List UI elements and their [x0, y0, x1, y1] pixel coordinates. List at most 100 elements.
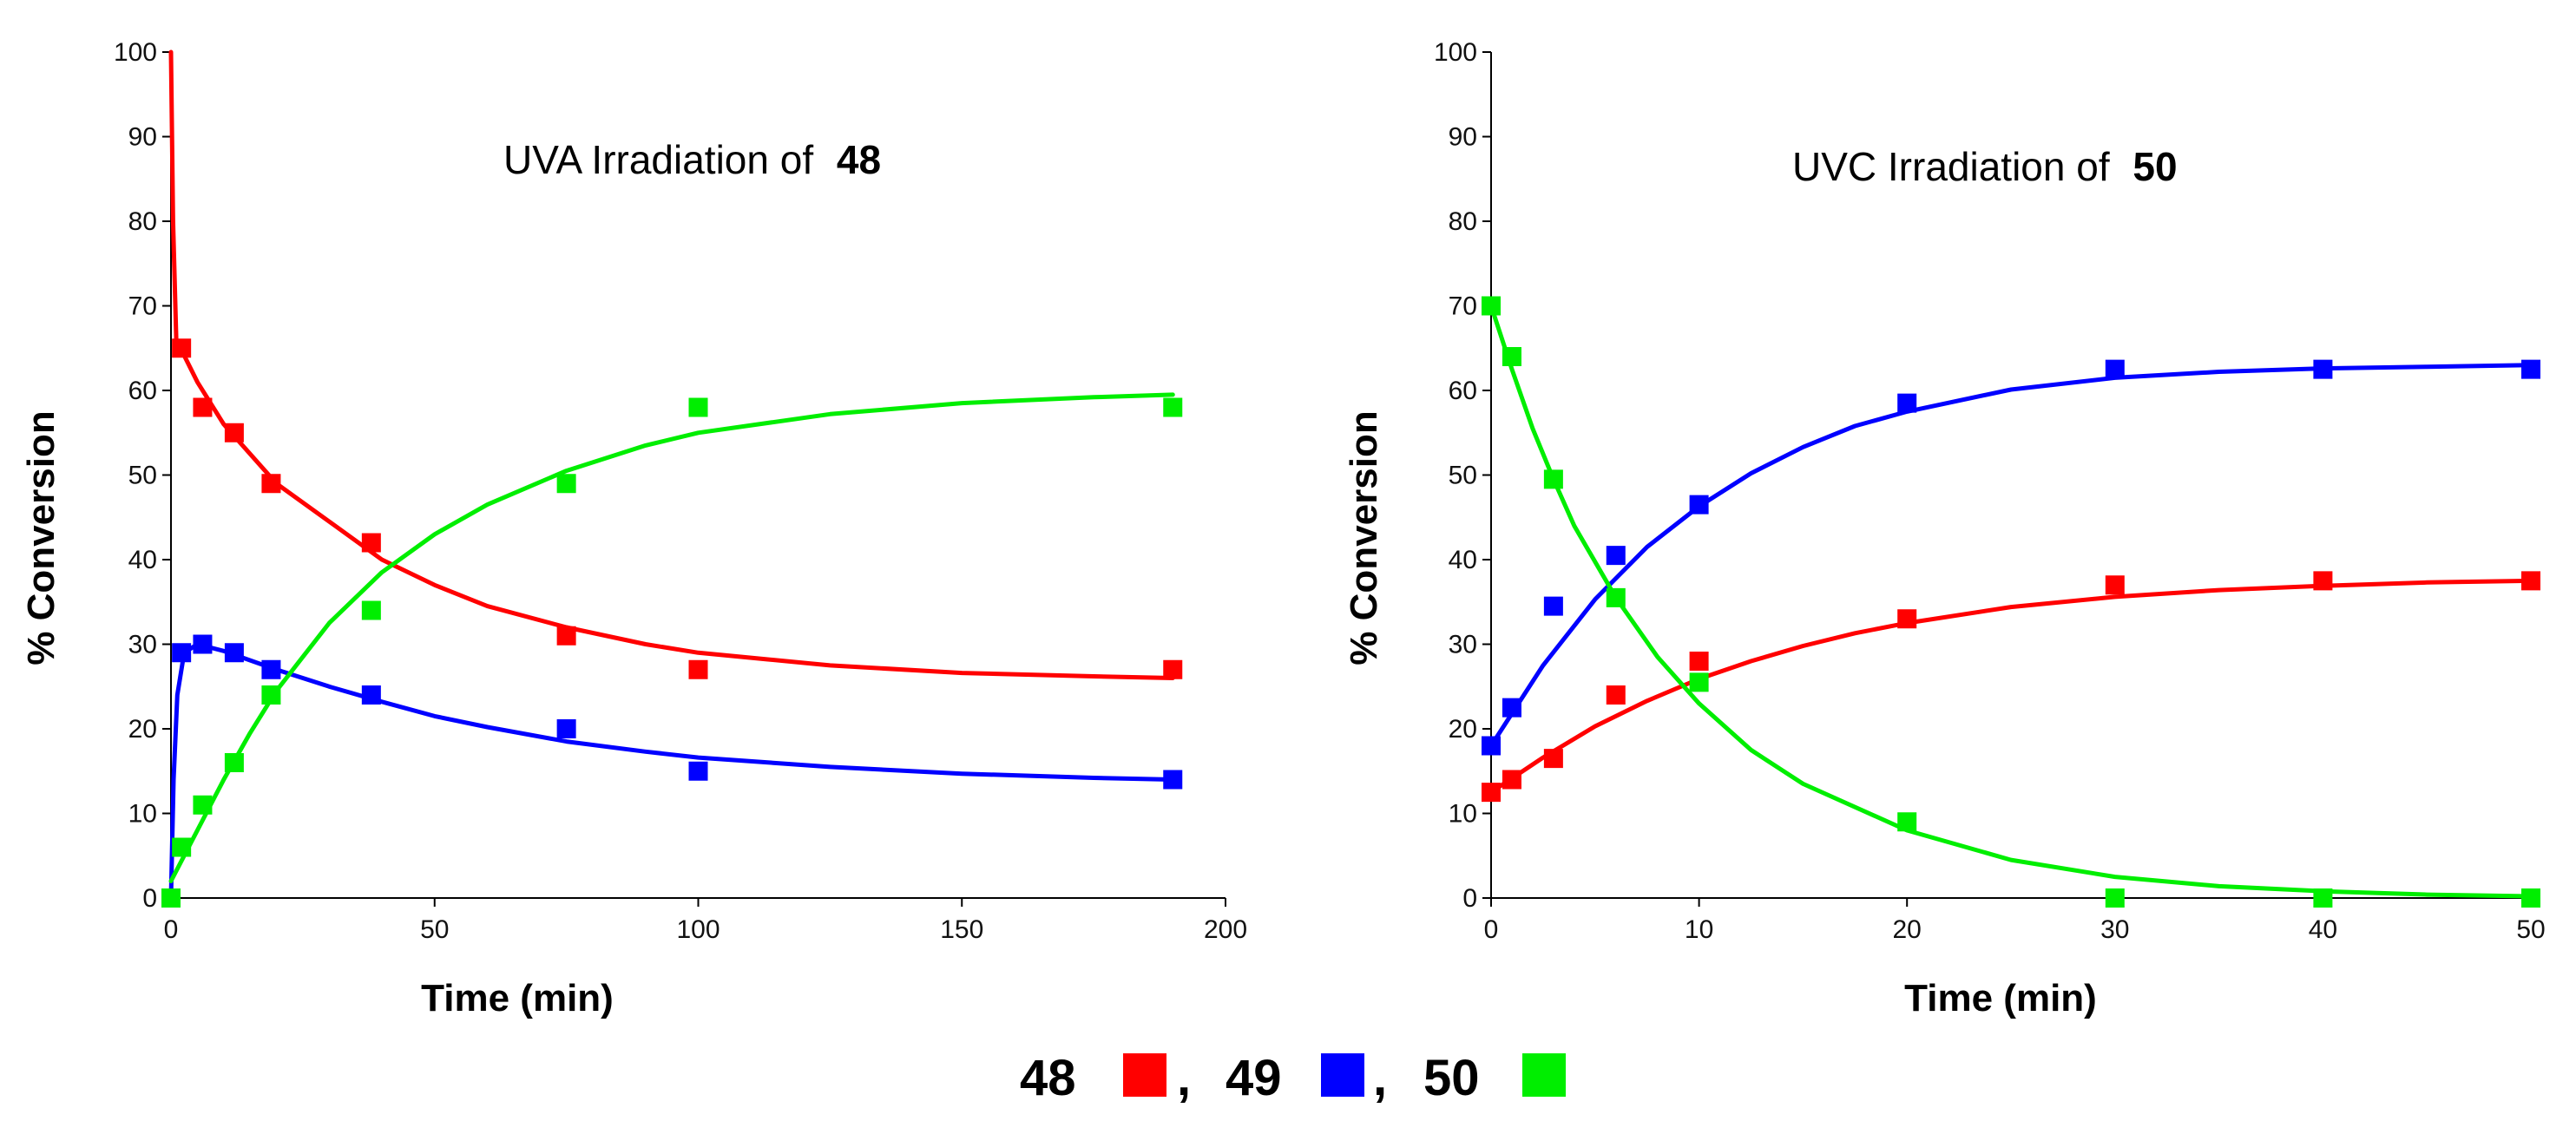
- y-tick-label: 100: [1434, 38, 1477, 67]
- legend-separator: ,: [1373, 1050, 1387, 1106]
- y-tick-label: 20: [128, 715, 157, 744]
- y-tick-label: 20: [1449, 715, 1477, 744]
- x-tick-label: 100: [676, 915, 720, 944]
- y-tick-label: 100: [114, 38, 157, 67]
- data-point-50: [1163, 397, 1183, 417]
- data-point-50: [1606, 587, 1626, 607]
- y-tick-label: 30: [128, 631, 157, 659]
- data-point-48: [1543, 749, 1563, 769]
- x-tick-label: 20: [1893, 915, 1922, 944]
- y-tick-label: 10: [1449, 800, 1477, 829]
- data-point-50: [193, 795, 213, 815]
- data-points: [1482, 296, 2540, 908]
- x-axis-title: Time (min): [1904, 977, 2097, 1019]
- data-point-49: [1606, 546, 1626, 566]
- data-point-50: [161, 888, 181, 908]
- legend-swatch-48: [1123, 1053, 1166, 1097]
- legend-swatch-50: [1522, 1053, 1566, 1097]
- y-tick-label: 0: [1462, 884, 1477, 913]
- fit-curve-48: [168, 49, 1175, 680]
- y-tick-label: 30: [1449, 631, 1477, 659]
- data-point-48: [2521, 571, 2540, 591]
- data-point-48: [2313, 571, 2333, 591]
- data-point-50: [1689, 672, 1709, 692]
- data-point-49: [556, 719, 576, 738]
- y-tick-label: 60: [128, 377, 157, 405]
- y-tick-label: 40: [128, 546, 157, 574]
- chart-title: UVA Irradiation of 48: [503, 137, 881, 182]
- data-point-48: [193, 397, 213, 417]
- data-point-48: [2105, 575, 2125, 595]
- data-point-49: [688, 761, 708, 781]
- y-tick-label: 50: [128, 462, 157, 490]
- data-point-48: [1502, 770, 1521, 790]
- data-point-48: [224, 423, 244, 442]
- y-tick-label: 80: [1449, 207, 1477, 236]
- legend-separator: ,: [1177, 1050, 1191, 1106]
- data-points: [161, 338, 1183, 908]
- data-point-49: [172, 643, 192, 663]
- data-point-50: [688, 397, 708, 417]
- data-point-50: [261, 685, 281, 705]
- data-point-49: [2105, 359, 2125, 379]
- x-tick-label: 10: [1685, 915, 1713, 944]
- x-tick-label: 0: [1484, 915, 1499, 944]
- data-point-49: [2313, 359, 2333, 379]
- y-tick-label: 60: [1449, 377, 1477, 405]
- y-axis-title: % Conversion: [20, 410, 62, 665]
- fit-curves: [1488, 304, 2533, 899]
- fit-curve-48: [1488, 578, 2533, 795]
- fit-curve-49: [1488, 363, 2533, 748]
- fit-curve-50: [1488, 304, 2533, 899]
- data-point-50: [1897, 812, 1917, 832]
- data-point-50: [1482, 296, 1501, 316]
- data-point-48: [1897, 609, 1917, 629]
- data-point-48: [172, 338, 192, 358]
- data-point-50: [2105, 888, 2125, 908]
- data-point-49: [1543, 596, 1563, 616]
- data-point-50: [172, 837, 192, 857]
- y-axis-title: % Conversion: [1343, 410, 1385, 665]
- y-tick-label: 90: [128, 123, 157, 152]
- data-point-49: [1163, 770, 1183, 790]
- chart-title: UVC Irradiation of 50: [1792, 144, 2178, 189]
- x-tick-label: 40: [2309, 915, 2337, 944]
- data-point-49: [1897, 393, 1917, 413]
- x-tick-label: 30: [2100, 915, 2129, 944]
- chart-uva-irradiation: UVA Irradiation of 48 Time (min) % Conve…: [20, 38, 1247, 1019]
- data-point-50: [2313, 888, 2333, 908]
- x-tick-label: 0: [164, 915, 179, 944]
- y-tick-label: 10: [128, 800, 157, 829]
- x-axis-title: Time (min): [421, 977, 614, 1019]
- y-tick-label: 0: [142, 884, 157, 913]
- data-point-49: [261, 659, 281, 679]
- legend-label-48: 48: [1020, 1050, 1076, 1106]
- y-tick-label: 40: [1449, 546, 1477, 574]
- data-point-48: [688, 659, 708, 679]
- x-tick-label: 50: [420, 915, 449, 944]
- y-tick-label: 90: [1449, 123, 1477, 152]
- data-point-50: [361, 600, 381, 620]
- data-point-49: [1689, 495, 1709, 515]
- data-point-48: [1606, 685, 1626, 705]
- data-point-49: [224, 643, 244, 663]
- data-point-50: [1502, 347, 1521, 366]
- chart-uvc-irradiation: UVC Irradiation of 50 Time (min) % Conve…: [1343, 38, 2546, 1019]
- data-point-49: [1502, 698, 1521, 718]
- axes: 0 10 20 30 40 50 60 70 80 90 100 0 10 20 30 40 50: [1434, 38, 2546, 944]
- legend-label-49: 49: [1226, 1050, 1282, 1106]
- y-tick-label: 50: [1449, 462, 1477, 490]
- legend: 48 , 49 , 50: [1020, 1050, 1566, 1106]
- data-point-49: [1482, 736, 1501, 756]
- data-point-48: [1163, 659, 1183, 679]
- data-point-49: [361, 685, 381, 705]
- data-point-50: [556, 474, 576, 494]
- axes: 0 10 20 30 40 50 60 70 80 90 100 0 50 100 150 200: [114, 38, 1247, 944]
- data-point-50: [2521, 888, 2540, 908]
- data-point-48: [261, 474, 281, 494]
- legend-swatch-49: [1321, 1053, 1364, 1097]
- data-point-48: [1689, 652, 1709, 671]
- data-point-48: [1482, 783, 1501, 803]
- data-point-49: [193, 634, 213, 654]
